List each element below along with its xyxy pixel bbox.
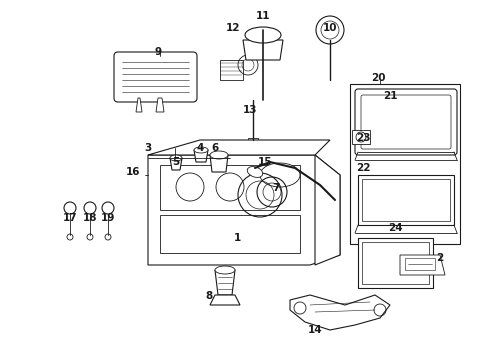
Bar (350, 84, 460, 244)
Polygon shape (220, 60, 243, 80)
Bar (160, 165, 300, 210)
Text: 22: 22 (356, 163, 370, 173)
Text: 9: 9 (154, 47, 162, 57)
Text: 12: 12 (226, 23, 240, 33)
Bar (362, 242, 429, 284)
Bar (358, 175, 454, 225)
Polygon shape (156, 98, 164, 112)
Text: 20: 20 (371, 73, 385, 83)
Text: 23: 23 (356, 133, 370, 143)
FancyBboxPatch shape (361, 95, 451, 149)
Text: 24: 24 (388, 223, 403, 233)
Text: 19: 19 (101, 213, 115, 223)
Text: 17: 17 (63, 213, 77, 223)
Polygon shape (400, 255, 445, 275)
Text: 5: 5 (172, 157, 180, 167)
Text: 6: 6 (211, 143, 219, 153)
Text: 2: 2 (436, 253, 443, 263)
FancyBboxPatch shape (114, 52, 197, 102)
Ellipse shape (245, 27, 281, 43)
Ellipse shape (210, 151, 228, 159)
Text: 10: 10 (323, 23, 337, 33)
Polygon shape (215, 270, 235, 295)
Text: 8: 8 (205, 291, 212, 301)
Text: 21: 21 (383, 91, 397, 101)
Ellipse shape (215, 266, 235, 274)
Bar (358, 238, 433, 288)
FancyBboxPatch shape (355, 89, 457, 155)
Text: 1: 1 (233, 233, 241, 243)
Text: 13: 13 (243, 105, 258, 115)
Text: 14: 14 (308, 325, 322, 335)
Bar (362, 179, 450, 221)
Polygon shape (148, 155, 340, 265)
Polygon shape (243, 40, 283, 60)
Text: 7: 7 (272, 183, 279, 193)
Text: 11: 11 (256, 11, 270, 21)
Polygon shape (315, 155, 340, 265)
Polygon shape (136, 98, 142, 112)
Ellipse shape (194, 147, 208, 153)
Ellipse shape (170, 155, 182, 161)
Text: 16: 16 (125, 167, 140, 177)
Bar (352, 130, 370, 144)
Polygon shape (148, 140, 330, 155)
Bar (405, 258, 435, 270)
Polygon shape (210, 295, 240, 305)
Polygon shape (290, 295, 390, 330)
Polygon shape (170, 158, 182, 170)
Bar (160, 215, 300, 253)
Ellipse shape (260, 163, 300, 187)
Polygon shape (210, 155, 228, 172)
Ellipse shape (247, 167, 263, 177)
Text: 4: 4 (196, 143, 203, 153)
Text: 3: 3 (145, 143, 151, 153)
Text: 18: 18 (83, 213, 97, 223)
Bar (248, 138, 258, 144)
Polygon shape (194, 150, 208, 162)
Text: 15: 15 (258, 157, 272, 167)
